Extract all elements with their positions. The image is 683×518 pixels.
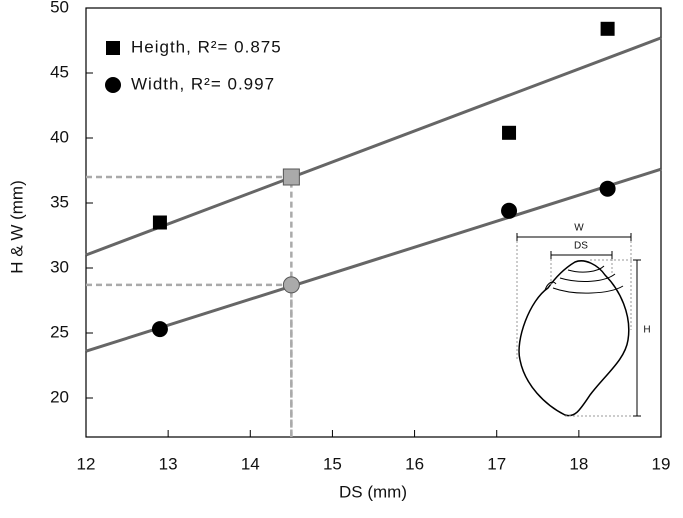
shell-aperture — [544, 281, 557, 291]
inset-label: H — [643, 325, 650, 336]
legend-marker — [106, 41, 120, 55]
y-tick-label: 45 — [50, 62, 69, 81]
data-point — [152, 215, 167, 230]
shell-whorls — [552, 265, 624, 294]
x-tick-label: 18 — [569, 454, 588, 473]
x-axis-label: DS (mm) — [339, 482, 407, 501]
data-point — [501, 202, 518, 219]
y-tick-label: 25 — [50, 322, 69, 341]
shell-diagram: W DS H — [516, 223, 651, 417]
data-point — [151, 321, 168, 338]
guide-line — [86, 283, 293, 437]
estimate-point — [282, 276, 300, 294]
legend-label: Width, R²= 0.997 — [131, 74, 275, 93]
y-tick-label: 50 — [50, 0, 69, 16]
y-tick-label: 35 — [50, 192, 69, 211]
y-axis-label: H & W (mm) — [7, 180, 26, 273]
legend-label: Heigth, R²= 0.875 — [131, 37, 282, 56]
estimate-point — [282, 168, 300, 186]
plot-frame — [85, 7, 662, 438]
x-tick-label: 17 — [487, 454, 506, 473]
data-point — [502, 125, 517, 140]
data-point — [600, 21, 615, 36]
x-tick-label: 19 — [652, 454, 671, 473]
fit-line — [85, 167, 662, 353]
x-tick-label: 12 — [77, 454, 96, 473]
shell-outline — [518, 260, 630, 417]
y-tick-label: 40 — [50, 127, 69, 146]
y-tick-label: 30 — [50, 257, 69, 276]
data-point — [599, 180, 616, 197]
inset-label: DS — [574, 241, 588, 252]
x-tick-label: 15 — [323, 454, 342, 473]
x-tick-label: 14 — [241, 454, 260, 473]
inset-label: W — [574, 223, 584, 234]
x-tick-label: 16 — [405, 454, 424, 473]
y-tick-label: 20 — [50, 387, 69, 406]
fit-line — [85, 36, 662, 257]
x-tick-label: 13 — [159, 454, 178, 473]
legend-marker — [105, 77, 121, 93]
